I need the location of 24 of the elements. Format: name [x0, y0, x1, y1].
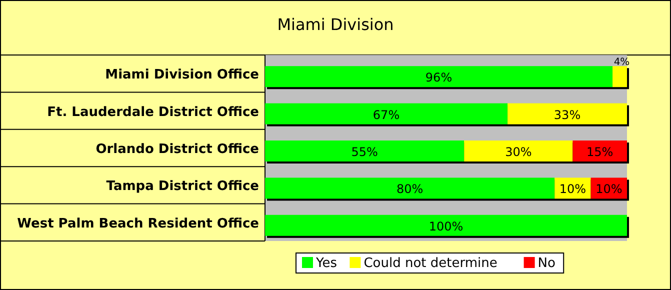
- y-tick-label: West Palm Beach Resident Office: [17, 216, 260, 232]
- data-label: 30%: [505, 145, 532, 159]
- legend-label: No: [538, 256, 556, 271]
- data-label: 55%: [351, 145, 378, 159]
- data-label: 80%: [396, 182, 424, 196]
- y-tick-label: Miami Division Office: [105, 68, 260, 83]
- data-label: 96%: [425, 70, 452, 85]
- bar: [572, 140, 627, 162]
- data-label: 10%: [559, 182, 586, 196]
- y-tick-label: Ft. Lauderdale District Office: [47, 104, 260, 120]
- bar: [508, 103, 627, 124]
- legend-label: Yes: [315, 256, 338, 271]
- bar: [464, 140, 573, 162]
- data-label: 15%: [586, 145, 614, 159]
- data-label: 4%: [614, 57, 630, 68]
- y-tick-label: Tampa District Office: [106, 179, 260, 194]
- data-label: 10%: [596, 182, 622, 196]
- data-label: 67%: [372, 108, 400, 122]
- data-label: 100%: [428, 219, 464, 234]
- chart-title: Miami Division: [277, 15, 394, 34]
- data-label: 33%: [554, 108, 581, 122]
- bar: [612, 66, 627, 88]
- y-tick-label: Orlando District Office: [96, 142, 260, 157]
- legend-label: Could not determine: [364, 256, 498, 271]
